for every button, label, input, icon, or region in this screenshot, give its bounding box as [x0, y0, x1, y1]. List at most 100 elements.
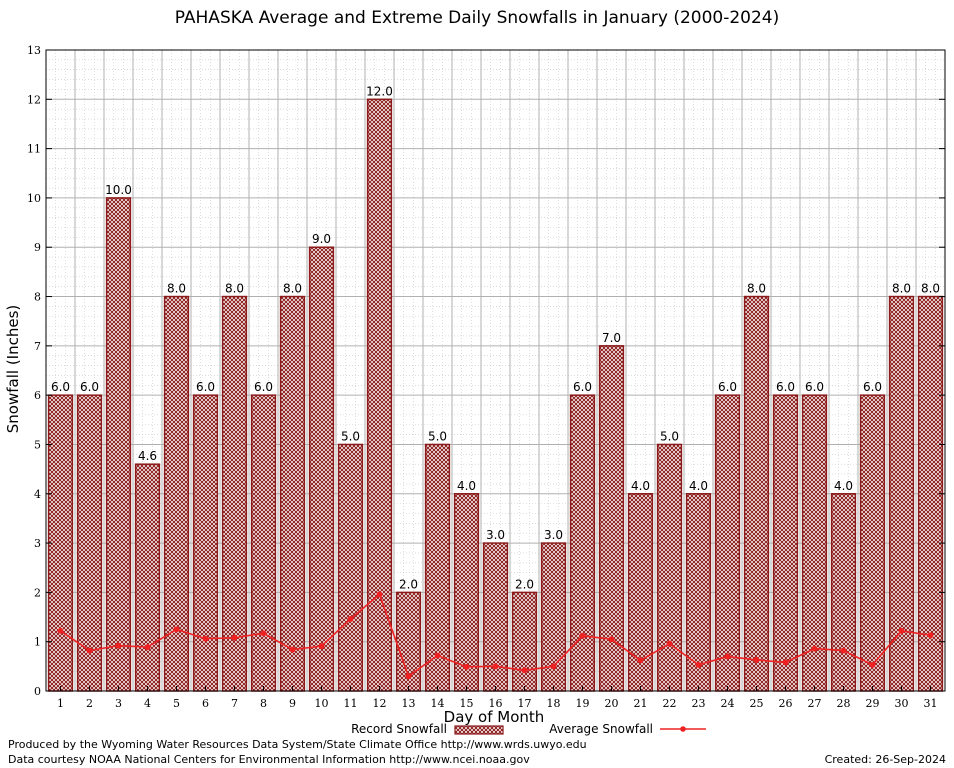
average-point-day-26 — [782, 659, 789, 666]
bar-day-8 — [250, 394, 277, 692]
average-point-day-28 — [840, 647, 847, 654]
bar-label-day-24: 6.0 — [718, 380, 737, 394]
x-tick-label-day-8: 8 — [260, 697, 267, 710]
bar-label-day-4: 4.6 — [138, 449, 157, 463]
bar-label-day-1: 6.0 — [51, 380, 70, 394]
average-point-day-17 — [521, 667, 528, 674]
x-tick-label-day-15: 15 — [460, 697, 474, 710]
average-point-day-29 — [869, 661, 876, 668]
average-point-day-15 — [463, 663, 470, 670]
y-tick-label: 3 — [34, 537, 41, 550]
x-tick-label-day-7: 7 — [231, 697, 238, 710]
x-tick-label-day-17: 17 — [518, 697, 532, 710]
bar-day-9 — [279, 295, 306, 692]
bar-day-3 — [105, 197, 132, 692]
average-point-day-14 — [434, 652, 441, 659]
average-point-day-7 — [231, 634, 238, 641]
x-tick-label-day-23: 23 — [692, 697, 706, 710]
footer-created: Created: 26-Sep-2024 — [824, 753, 946, 766]
bar-label-day-25: 8.0 — [747, 282, 766, 296]
y-tick-label: 1 — [34, 636, 41, 649]
legend-record-label: Record Snowfall — [351, 722, 447, 736]
x-tick-label-day-16: 16 — [489, 697, 503, 710]
y-tick-label: 5 — [34, 438, 41, 451]
bar-day-25 — [743, 295, 770, 692]
y-tick-label: 7 — [34, 340, 41, 353]
average-point-day-4 — [144, 644, 151, 651]
average-point-day-19 — [579, 632, 586, 639]
bar-day-29 — [859, 394, 886, 692]
x-tick-label-day-30: 30 — [895, 697, 909, 710]
bar-label-day-18: 3.0 — [544, 528, 563, 542]
bar-label-day-27: 6.0 — [805, 380, 824, 394]
bar-day-26 — [772, 394, 799, 692]
bar-label-day-7: 8.0 — [225, 282, 244, 296]
y-tick-label: 4 — [34, 488, 41, 501]
bar-label-day-8: 6.0 — [254, 380, 273, 394]
x-tick-label-day-25: 25 — [750, 697, 764, 710]
footer-produced-by: Produced by the Wyoming Water Resources … — [8, 738, 587, 751]
bar-day-2 — [76, 394, 103, 692]
bar-day-22 — [656, 443, 683, 692]
bar-label-day-26: 6.0 — [776, 380, 795, 394]
average-point-day-30 — [898, 627, 905, 634]
x-tick-label-day-11: 11 — [344, 697, 358, 710]
x-tick-label-day-12: 12 — [373, 697, 387, 710]
x-tick-label-day-4: 4 — [144, 697, 151, 710]
x-tick-label-day-29: 29 — [866, 697, 880, 710]
bar-label-day-3: 10.0 — [105, 183, 132, 197]
bar-day-28 — [830, 493, 857, 692]
x-tick-label-day-2: 2 — [86, 697, 93, 710]
y-tick-label: 9 — [34, 241, 41, 254]
bar-day-19 — [569, 394, 596, 692]
bar-label-day-29: 6.0 — [863, 380, 882, 394]
bar-label-day-28: 4.0 — [834, 479, 853, 493]
x-tick-label-day-19: 19 — [576, 697, 590, 710]
bar-label-day-12: 12.0 — [366, 84, 393, 98]
x-tick-label-day-5: 5 — [173, 697, 180, 710]
average-line — [57, 591, 934, 680]
bar-label-day-31: 8.0 — [921, 282, 940, 296]
x-axis-label: Day of Month — [444, 708, 545, 726]
average-point-day-12 — [376, 591, 383, 598]
bar-label-day-5: 8.0 — [167, 282, 186, 296]
x-tick-label-day-31: 31 — [924, 697, 938, 710]
legend-record-swatch — [454, 725, 504, 735]
x-tick-label-day-14: 14 — [431, 697, 445, 710]
average-point-day-8 — [260, 630, 267, 637]
x-tick-label-day-3: 3 — [115, 697, 122, 710]
bar-day-7 — [221, 295, 248, 692]
bar-day-31 — [917, 295, 944, 692]
average-point-day-5 — [173, 626, 180, 633]
y-tick-label: 12 — [27, 93, 41, 106]
average-point-day-2 — [86, 647, 93, 654]
bar-label-day-10: 9.0 — [312, 232, 331, 246]
bar-label-day-9: 8.0 — [283, 282, 302, 296]
bar-day-6 — [192, 394, 219, 692]
bar-label-day-30: 8.0 — [892, 282, 911, 296]
x-tick-label-day-20: 20 — [605, 697, 619, 710]
average-point-day-20 — [608, 636, 615, 643]
y-tick-label: 11 — [27, 143, 41, 156]
average-point-day-13 — [405, 673, 412, 680]
x-tick-label-day-10: 10 — [315, 697, 329, 710]
average-point-day-3 — [115, 642, 122, 649]
bar-label-day-13: 2.0 — [399, 577, 418, 591]
bar-day-11 — [337, 443, 364, 692]
chart-title: PAHASKA Average and Extreme Daily Snowfa… — [174, 8, 780, 28]
average-point-day-25 — [753, 656, 760, 663]
x-tick-label-day-22: 22 — [663, 697, 677, 710]
average-point-day-10 — [318, 643, 325, 650]
y-tick-label: 2 — [34, 586, 41, 599]
x-tick-label-day-18: 18 — [547, 697, 561, 710]
bar-label-day-22: 5.0 — [660, 429, 679, 443]
x-tick-label-day-13: 13 — [402, 697, 416, 710]
bar-label-day-23: 4.0 — [689, 479, 708, 493]
bar-label-day-14: 5.0 — [428, 429, 447, 443]
x-tick-label-day-27: 27 — [808, 697, 822, 710]
y-tick-label: 13 — [27, 44, 41, 57]
y-tick-label: 6 — [34, 389, 41, 402]
bar-day-1 — [47, 394, 74, 692]
